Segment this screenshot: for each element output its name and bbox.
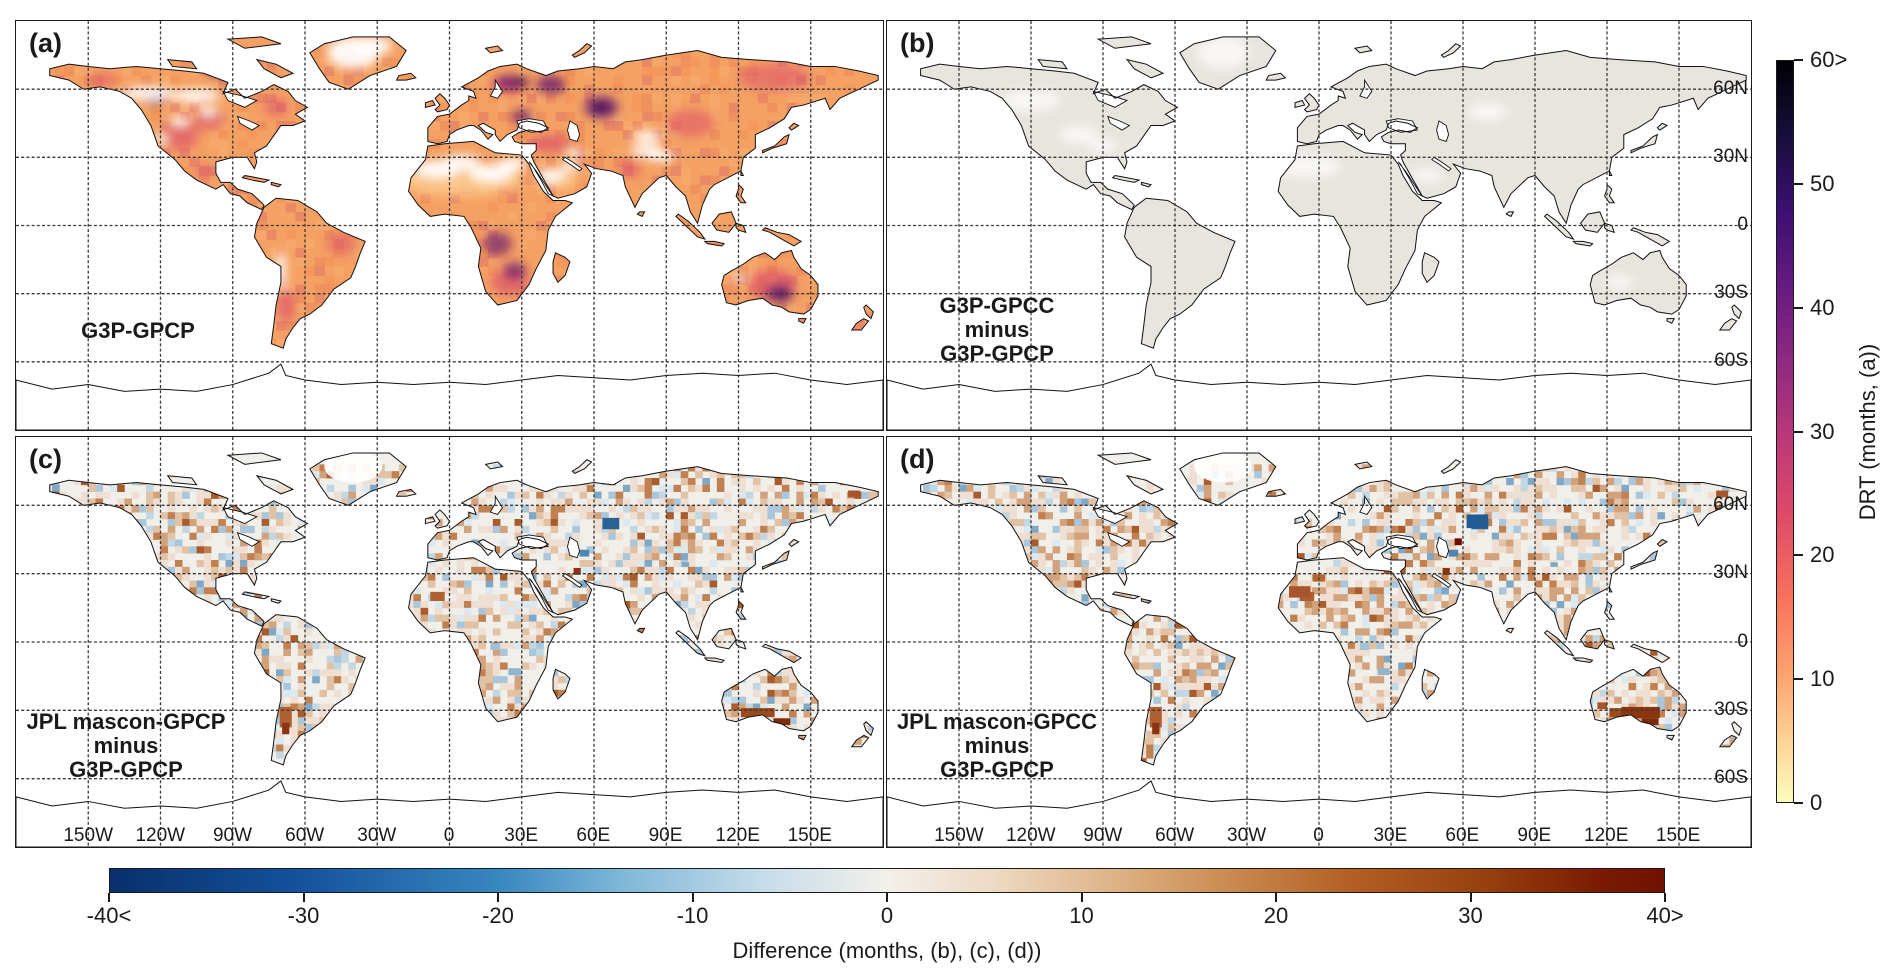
lon-tick-label: 150W [934,825,984,846]
lon-tick-label: 120E [1584,825,1629,846]
drt-colorbar-tick [1794,430,1803,433]
drt-colorbar-tick [1794,802,1803,804]
difference-colorbar-tick [302,893,305,902]
lon-tick-label: 0 [1313,825,1324,846]
lon-tick-label: 150E [1655,825,1701,846]
drt-colorbar-title: DRT (months, (a)) [1855,343,1880,520]
drt-colorbar-tick [1794,306,1803,309]
lon-tick-label: 60W [285,825,325,846]
panel-d-tag: (d) [900,444,935,474]
drt-colorbar-tick-label: 60> [1810,47,1848,72]
drt-colorbar [1776,60,1794,803]
difference-colorbar-tick [691,893,694,902]
panel-d-caption: JPL mascon-GPCC minus G3P-GPCP [897,710,1097,782]
lon-tick-label: 90W [212,825,253,846]
panel-d-map: (d) JPL mascon-GPCC minus G3P-GPCP 150W 120W 9… [886,436,1752,848]
difference-colorbar-tick-label: -20 [482,903,514,928]
panel-b-tag: (b) [900,28,935,58]
panel-d-caption-line: minus [964,733,1030,758]
lon-tick-label: 60W [1155,825,1195,846]
panel-a-tag: (a) [29,28,62,58]
difference-colorbar-tick-label: 30 [1458,903,1483,928]
difference-colorbar-tick-label: 20 [1263,903,1289,928]
lon-tick-label: 120E [715,825,760,846]
drt-colorbar-tick [1794,678,1803,681]
difference-colorbar [109,868,1665,893]
lon-tick-label: 60E [1445,825,1480,846]
lat-tick-label: 30S [1714,698,1748,720]
lat-tick-label: 0 [1737,214,1748,235]
difference-colorbar-tick [886,893,888,902]
difference-colorbar-tick-label: -10 [676,903,709,928]
panel-d-caption-line: G3P-GPCP [940,757,1054,782]
panel-b-caption-line: G3P-GPCC [939,293,1055,318]
drt-colorbar-tick-label: 0 [1810,790,1823,815]
difference-colorbar-tick [497,893,499,902]
drt-colorbar-tick-label: 40 [1810,294,1835,320]
panel-c-caption-line: G3P-GPCP [69,757,183,782]
lon-tick-label: 90E [1517,825,1552,846]
lat-tick-label: 30S [1714,282,1748,303]
panel-c-caption: JPL mascon-GPCP minus G3P-GPCP [27,710,226,782]
drt-colorbar-tick-label: 30 [1810,418,1835,444]
difference-colorbar-tick-label: 40> [1646,903,1684,928]
difference-colorbar-tick-label: -40< [86,903,132,928]
lon-tick-label: 120W [1005,825,1056,846]
difference-colorbar-title: Difference (months, (b), (c), (d)) [732,938,1042,963]
panel-a-caption-line: G3P-GPCP [81,318,195,343]
lat-tick-label: 0 [1737,630,1748,652]
lon-tick-label: 30W [1227,825,1267,846]
lat-tick-label: 60S [1714,350,1748,371]
lat-tick-label: 60N [1713,494,1748,516]
lon-tick-label: 150W [63,825,114,846]
difference-colorbar-tick [1080,893,1083,902]
lon-tick-label: 0 [443,825,455,846]
lon-tick-label: 30E [504,825,539,846]
lat-tick-label: 30N [1713,562,1748,584]
difference-colorbar-tick [108,893,110,902]
drt-colorbar-tick [1794,59,1803,61]
difference-colorbar-tick-label: 10 [1069,903,1094,928]
lon-tick-label: 150E [787,825,832,846]
drt-colorbar-tick-label: 50 [1810,170,1835,196]
drt-colorbar-tick-label: 10 [1810,666,1835,692]
lon-tick-label: 90W [1083,825,1123,846]
difference-colorbar-tick [1469,893,1472,902]
panel-a-map: (a) G3P-GPCP [15,20,884,431]
drt-colorbar-tick [1794,182,1803,185]
panel-c-tag: (c) [29,444,62,474]
difference-colorbar-tick-label: 0 [880,903,894,928]
difference-colorbar-tick [1275,893,1277,902]
lat-tick-label: 60S [1714,766,1748,788]
drt-colorbar-tick [1794,554,1803,557]
panel-a-caption: G3P-GPCP [81,319,195,343]
panel-b-map: (b) G3P-GPCC minus G3P-GPCP 60N 30N 0 30S 60S [886,20,1752,431]
panel-c-map: (c) JPL mascon-GPCP minus G3P-GPCP 150W 120W 9… [15,436,884,848]
lon-tick-label: 30W [357,825,397,846]
panel-d-caption-line: JPL mascon-GPCC [896,709,1098,734]
lon-tick-label: 30E [1373,825,1408,846]
panel-b-caption-line: minus [964,317,1030,342]
drt-colorbar-tick-label: 20 [1810,542,1835,568]
panel-b-caption-line: G3P-GPCP [940,341,1054,366]
difference-colorbar-tick [1664,893,1666,902]
difference-colorbar-tick-label: -30 [287,903,320,928]
panel-c-caption-line: JPL mascon-GPCP [26,709,226,734]
lon-tick-label: 90E [648,825,683,846]
panel-b-caption: G3P-GPCC minus G3P-GPCP [940,294,1055,366]
lat-tick-label: 30N [1713,146,1748,167]
lat-tick-label: 60N [1713,78,1748,99]
lon-tick-label: 60E [576,825,611,846]
panel-c-caption-line: minus [93,733,159,758]
lon-tick-label: 120W [135,825,186,846]
